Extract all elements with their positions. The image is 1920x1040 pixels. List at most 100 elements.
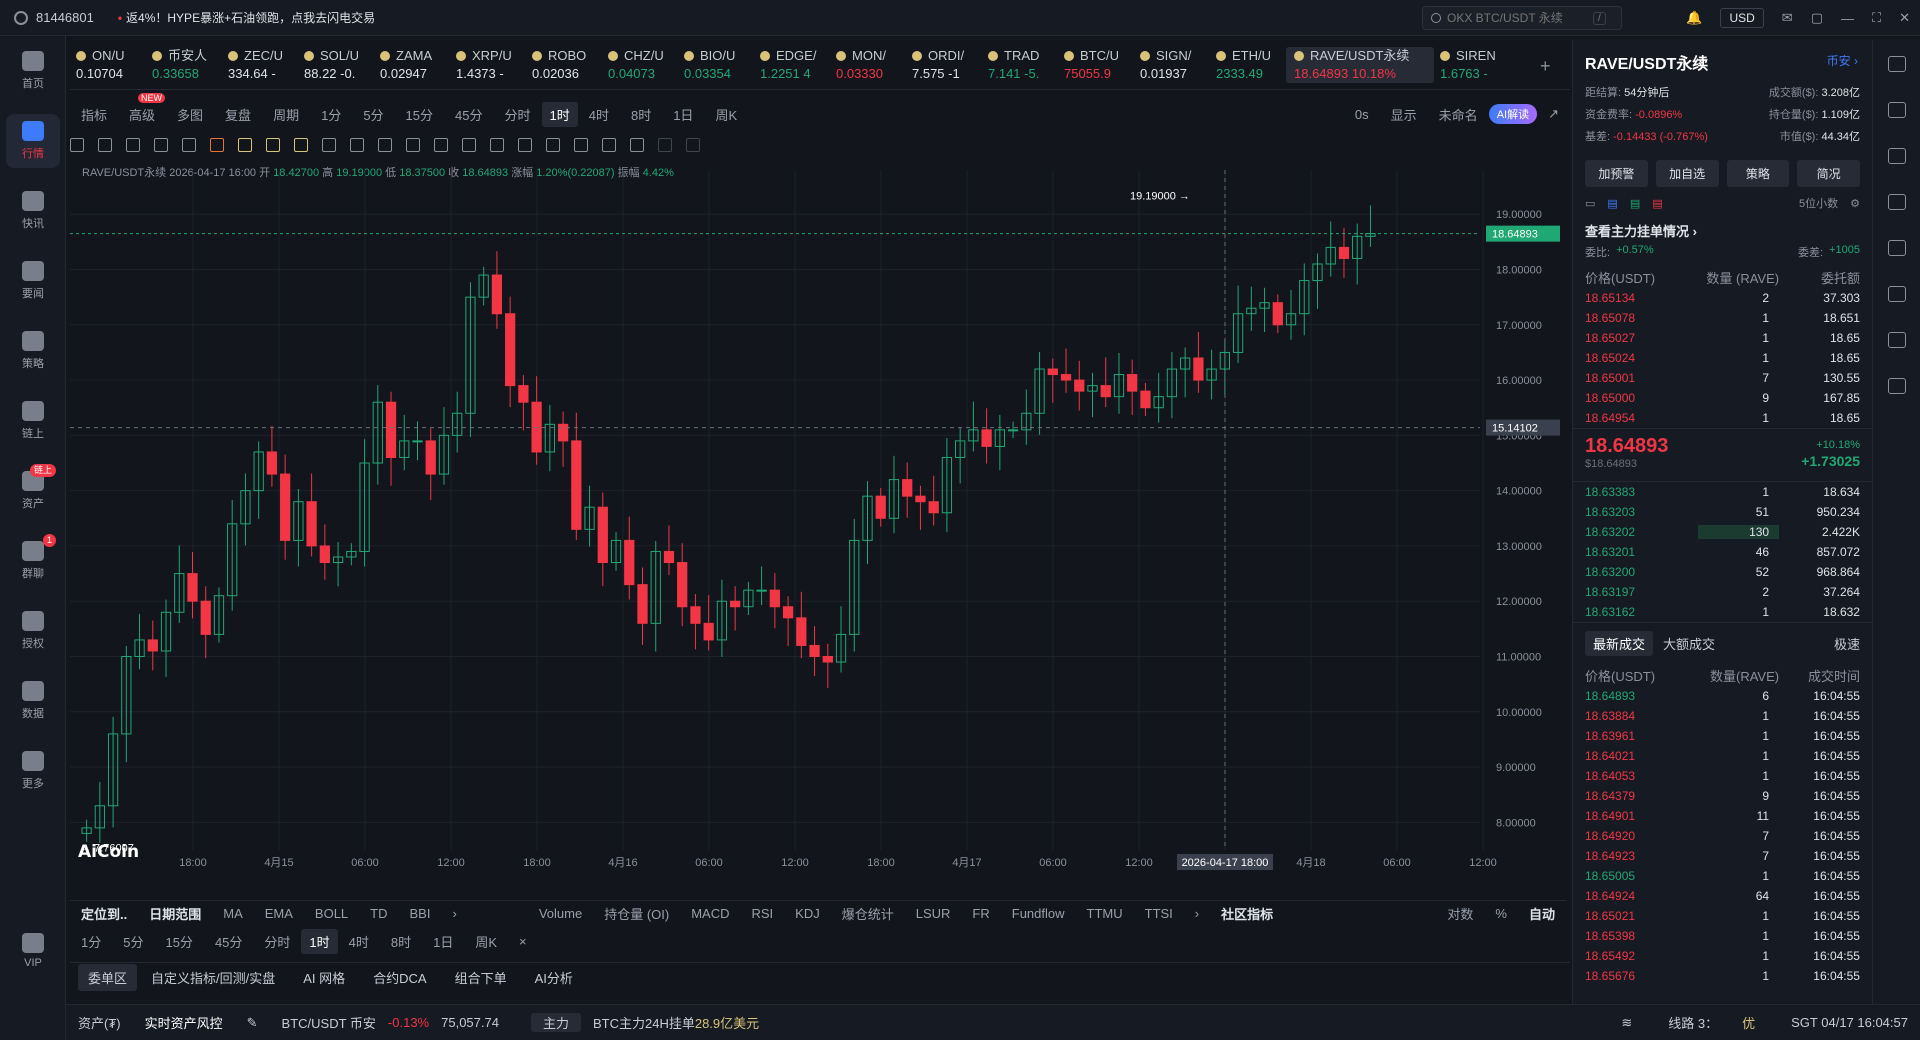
- ticker-item[interactable]: XRP/U 1.4373 -: [450, 47, 526, 83]
- indicator-item-19[interactable]: ›: [1194, 906, 1200, 921]
- interval-item-5[interactable]: 1时: [301, 928, 338, 954]
- indicator-item-12[interactable]: KDJ: [795, 906, 820, 921]
- close-icon[interactable]: ✕: [1899, 10, 1910, 25]
- indicator-item-13[interactable]: 爆仓统计: [841, 907, 894, 922]
- ticker-item[interactable]: ETH/U 2333.49: [1210, 47, 1286, 83]
- toolbar-item-8[interactable]: 45分: [455, 107, 483, 123]
- trade-tab-2[interactable]: 极速: [1833, 637, 1860, 652]
- channel-tool-icon[interactable]: [126, 138, 140, 152]
- orderbook-row[interactable]: 18.64954 1 18.65: [1585, 411, 1860, 425]
- indicator-item-7[interactable]: ›: [452, 906, 457, 921]
- ai-interpret-button[interactable]: AI解读: [1488, 104, 1538, 124]
- indicator-item-6[interactable]: BBI: [409, 906, 431, 921]
- trade-header[interactable]: 价格(USDT): [1585, 668, 1656, 684]
- copy-tool-icon[interactable]: [322, 138, 336, 152]
- search-input[interactable]: [1447, 11, 1587, 25]
- candlestick-chart[interactable]: 8.00000 9.00000 10.00000 11.00000 12.00000 13…: [70, 160, 1566, 874]
- dollar-icon[interactable]: [1887, 148, 1906, 164]
- card-icon[interactable]: [1887, 286, 1906, 302]
- fullscreen-icon[interactable]: ⛶: [1871, 10, 1882, 25]
- redo-icon[interactable]: [686, 138, 700, 152]
- indicator-item-1[interactable]: 日期范围: [149, 907, 202, 922]
- magnet-tool-icon[interactable]: [574, 138, 588, 152]
- minimize-icon[interactable]: —: [1840, 10, 1854, 26]
- panel-button-2[interactable]: 策略: [1726, 160, 1790, 187]
- layout-icon-3[interactable]: ▤: [1629, 197, 1641, 210]
- indicator-item-3[interactable]: EMA: [264, 906, 293, 921]
- toolbar-right-1[interactable]: 显示: [1390, 107, 1417, 123]
- decimals-select[interactable]: 5位小数: [1799, 198, 1839, 210]
- share-icon[interactable]: ↗: [1548, 106, 1559, 121]
- indicator-item-14[interactable]: LSUR: [915, 906, 951, 921]
- indicator-item-2[interactable]: MA: [223, 906, 243, 921]
- bottom-tab-0[interactable]: 委单区: [78, 964, 138, 991]
- add-ticker-icon[interactable]: +: [1540, 56, 1551, 76]
- indicator-item-4[interactable]: BOLL: [314, 906, 349, 921]
- sidebar-item-doc[interactable]: 要闻: [0, 246, 66, 316]
- interval-item-1[interactable]: 5分: [123, 934, 144, 950]
- bell-icon[interactable]: 🔔: [1686, 10, 1703, 25]
- search-box[interactable]: /: [1422, 6, 1622, 30]
- interval-item-10[interactable]: ×: [519, 933, 527, 949]
- ob-header[interactable]: 委托额: [1820, 270, 1860, 286]
- indicator-item-17[interactable]: TTMU: [1086, 906, 1123, 921]
- toolbar-item-11[interactable]: 4时: [588, 107, 609, 123]
- indicator-item-18[interactable]: TTSI: [1144, 906, 1173, 921]
- pencil-tool-icon[interactable]: [406, 138, 420, 152]
- rect-tool-icon[interactable]: [182, 138, 196, 152]
- ticker-item[interactable]: SIGN/0.01937: [1134, 47, 1210, 83]
- indicator-item-20[interactable]: 社区指标: [1221, 907, 1274, 922]
- filter-tool-icon[interactable]: [602, 138, 616, 152]
- orderbook-row[interactable]: 18.63383 1 18.634: [1585, 485, 1860, 499]
- ray-tool-icon[interactable]: [154, 138, 168, 152]
- orderbook-row[interactable]: 18.63200 52 968.864: [1585, 565, 1860, 579]
- indicator-item-8[interactable]: Volume: [538, 906, 583, 921]
- exchange-link[interactable]: 币安 ›: [1826, 54, 1858, 68]
- ticker-item[interactable]: ORDI/7.575 -1: [906, 47, 982, 83]
- eraser-tool-icon[interactable]: [462, 138, 476, 152]
- orderbook-row[interactable]: 18.63162 1 18.632: [1585, 605, 1860, 619]
- sidebar-item-data[interactable]: 数据: [0, 666, 66, 736]
- link-tool-icon[interactable]: [490, 138, 504, 152]
- settings-icon[interactable]: ⚙: [1850, 197, 1860, 210]
- orderbook-row[interactable]: 18.63201 46 857.072: [1585, 545, 1860, 559]
- risk-label[interactable]: 实时资产风控: [144, 1016, 223, 1031]
- indicator-item-9[interactable]: 持仓量 (OI): [604, 907, 670, 922]
- currency-select[interactable]: USD: [1720, 8, 1764, 28]
- sidebar-item-chat[interactable]: 群聊 1: [0, 526, 66, 596]
- toolbar-item-10[interactable]: 1时: [541, 101, 578, 127]
- toolbar-item-1[interactable]: 高级: [129, 107, 156, 123]
- layout-icon-4[interactable]: ▤: [1652, 197, 1663, 210]
- ticker-item[interactable]: BIO/U 0.03354: [678, 47, 754, 83]
- mail-icon[interactable]: ✉: [1781, 10, 1793, 25]
- ticker-item[interactable]: TRAD 7.141 -5.: [982, 47, 1058, 83]
- depth-title[interactable]: 查看主力挂单情况 ›: [1585, 224, 1697, 239]
- interval-item-0[interactable]: 1分: [81, 934, 102, 950]
- toolbar-item-14[interactable]: 周K: [715, 107, 738, 123]
- indicator-item-23[interactable]: 自动: [1528, 907, 1555, 922]
- orderbook-row[interactable]: 18.65078 1 18.651: [1585, 311, 1860, 325]
- bottom-tab-2[interactable]: AI 网格: [303, 971, 346, 986]
- toolbar-right-2[interactable]: 未命名: [1438, 107, 1478, 123]
- trade-header[interactable]: 成交时间: [1807, 668, 1860, 684]
- ticker-item[interactable]: ON/U 0.10704: [70, 47, 146, 83]
- ticker-item[interactable]: CHZ/U 0.04073: [602, 47, 678, 83]
- indicator-item-11[interactable]: RSI: [751, 906, 774, 921]
- sidebar-item-key[interactable]: 授权: [0, 596, 66, 666]
- measure-tool-icon[interactable]: [350, 138, 364, 152]
- sidebar-item-news[interactable]: 快讯: [0, 176, 66, 246]
- sidebar-item-robot[interactable]: 策略: [0, 316, 66, 386]
- toolbar-item-9[interactable]: 分时: [504, 107, 531, 123]
- panel-button-1[interactable]: 加自选: [1655, 160, 1719, 187]
- eye-tool-icon[interactable]: [546, 138, 560, 152]
- promo-banner[interactable]: • 返4%！HYPE暴涨+石油领跑，点我去闪电交易: [117, 11, 376, 25]
- interval-item-7[interactable]: 8时: [390, 934, 412, 950]
- ruler-tool-icon[interactable]: [378, 138, 392, 152]
- orderbook-row[interactable]: 18.65001 7 130.55: [1585, 371, 1860, 385]
- trend-icon[interactable]: [1887, 194, 1906, 210]
- sidebar-item-chain[interactable]: 链上: [0, 386, 66, 456]
- sidebar-item-grid[interactable]: 更多: [0, 736, 66, 806]
- orderbook-row[interactable]: 18.65000 9 167.85: [1585, 391, 1860, 405]
- ticker-item[interactable]: SIREN 1.6763 -: [1434, 47, 1510, 83]
- big-tool-icon[interactable]: [266, 138, 280, 152]
